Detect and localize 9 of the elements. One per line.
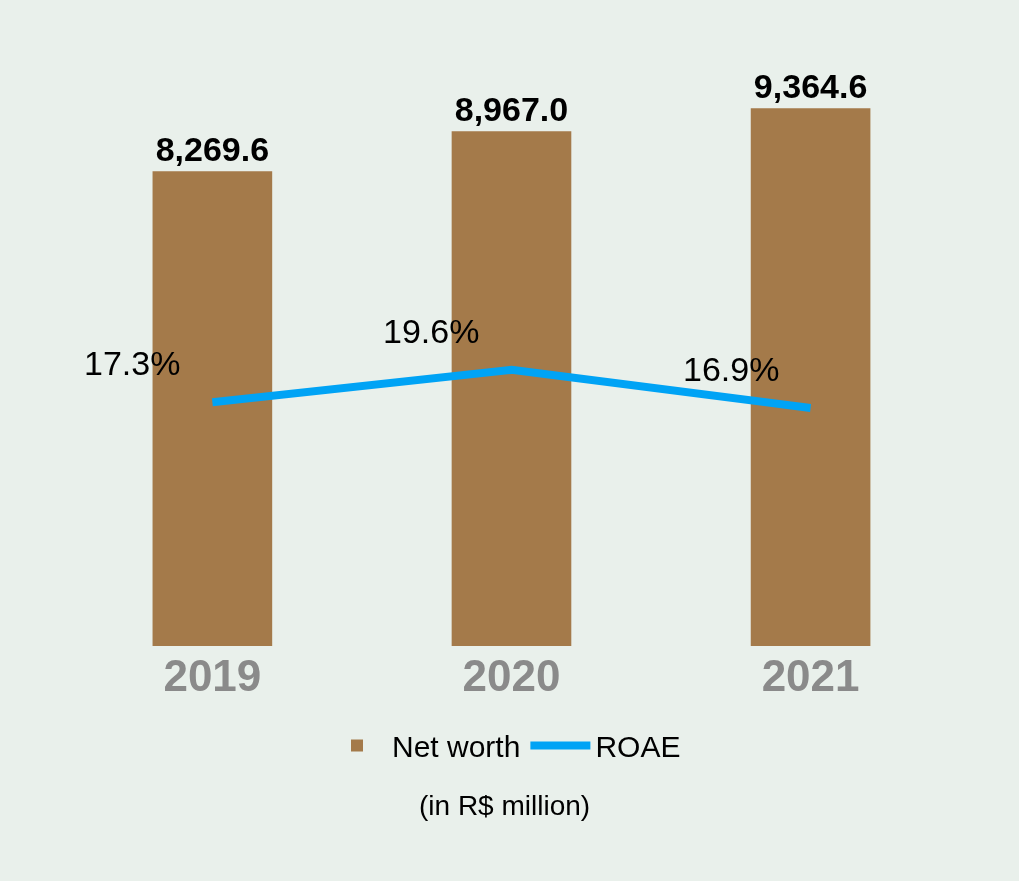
data-label: 8,269.6	[155, 130, 270, 169]
data-label: 8,967.0	[454, 90, 569, 129]
x-tick-label: 2020	[462, 651, 561, 700]
x-tick-label: 2019	[163, 651, 262, 700]
text: (in R$ million)	[419, 790, 591, 821]
data-label: 9,364.6	[753, 67, 868, 106]
legend-label: ROAE	[595, 730, 681, 764]
legend-label: Net worth	[392, 730, 521, 764]
x-tick-label: 2021	[761, 651, 860, 700]
